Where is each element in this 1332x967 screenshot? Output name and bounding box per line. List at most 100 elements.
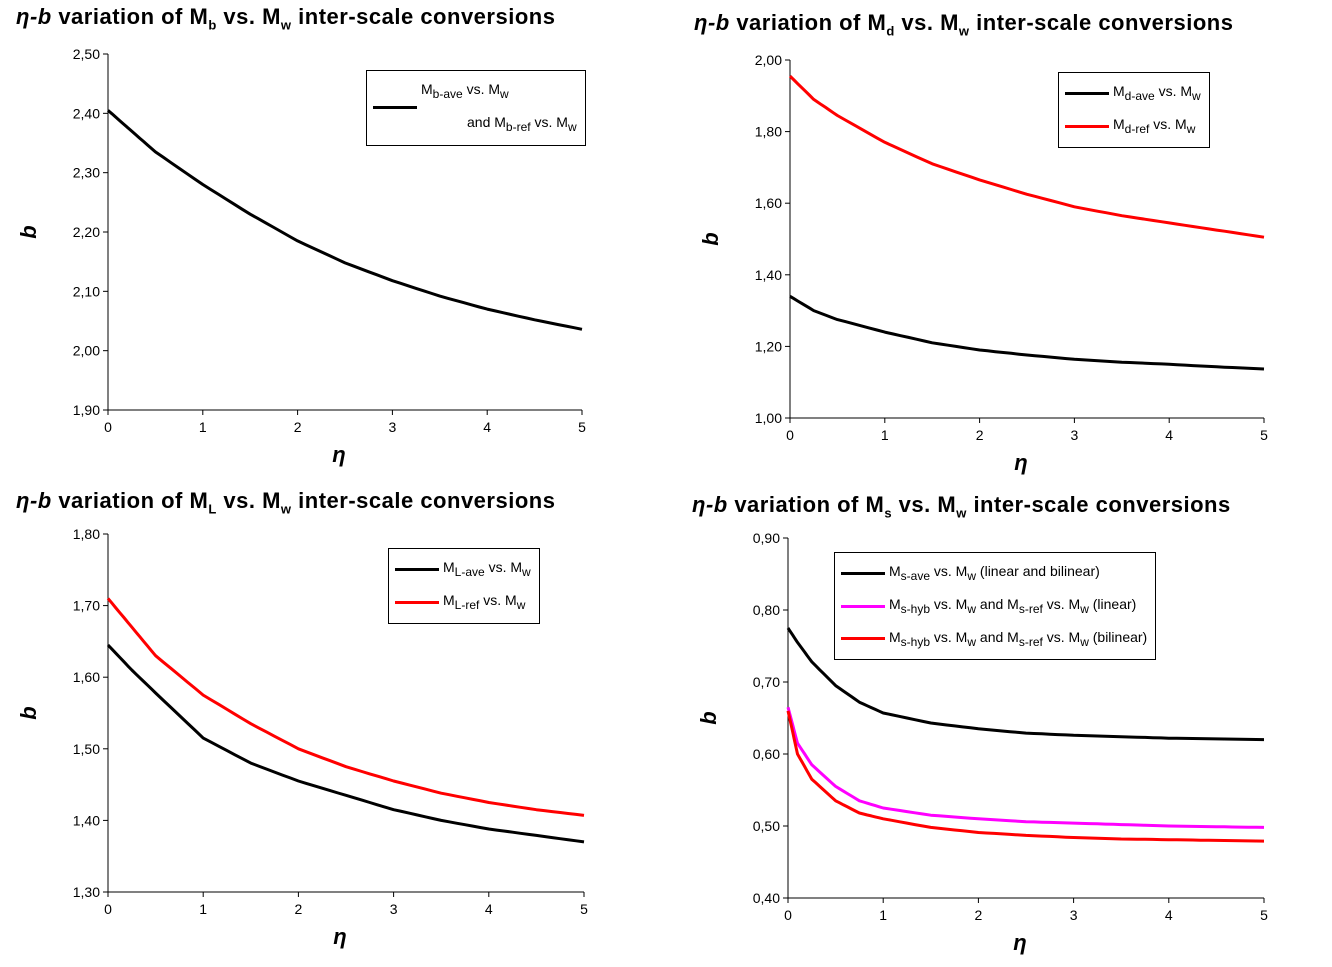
series-line-2 xyxy=(786,706,1265,829)
series-line-1 xyxy=(106,643,585,844)
legend-sub: d-ref xyxy=(1124,121,1150,136)
legend-item: Ms-ave vs. Mw (linear and bilinear) xyxy=(841,557,1147,590)
legend-text: and M xyxy=(976,595,1019,612)
title-mid: variation of M xyxy=(51,488,209,513)
x-tick-label: 0 xyxy=(786,427,794,443)
legend-text: M xyxy=(443,559,455,575)
series-line-3 xyxy=(786,710,1265,843)
x-tick-label: 0 xyxy=(784,907,792,923)
legend-text: vs. M xyxy=(1154,83,1193,99)
x-tick-label: 3 xyxy=(389,419,397,435)
x-tick-label: 1 xyxy=(199,901,207,917)
x-tick-label: 3 xyxy=(1070,907,1078,923)
legend-sub: w xyxy=(567,119,577,134)
title-post: vs. M xyxy=(216,488,281,513)
chart-legend: Mb-ave vs. Mw and Mb-ref vs. Mw xyxy=(366,70,586,146)
title-sub: L xyxy=(208,501,217,517)
y-tick-label: 2,00 xyxy=(755,52,782,68)
panel-mb: η-b variation of Mb vs. Mw inter-scale c… xyxy=(0,0,666,480)
title-mid: variation of M xyxy=(729,10,887,35)
legend-label: Ms-hyb vs. Mw and Ms-ref vs. Mw (linear) xyxy=(889,590,1136,623)
series-line-2 xyxy=(106,597,585,817)
legend-sub: d-ave xyxy=(1124,88,1155,103)
legend-item: Mb-ave vs. Mw and Mb-ref vs. Mw xyxy=(373,75,577,141)
y-tick-label: 1,20 xyxy=(755,338,782,354)
x-axis-label: η xyxy=(332,442,345,467)
legend-swatch xyxy=(395,600,439,604)
y-axis-label: b xyxy=(696,711,721,724)
chart-plot: 0,40 0,50 0,60 0,70 0,80 0,90 0 1 2 3 4 5 η b xyxy=(696,530,1268,955)
legend-line: Md-ref vs. Mw xyxy=(1113,110,1195,143)
legend-sub: b-ave xyxy=(432,86,463,101)
panel-ml: η-b variation of ML vs. Mw inter-scale c… xyxy=(0,480,666,967)
legend-text: M xyxy=(889,595,901,612)
legend-label: Md-ref vs. Mw xyxy=(1113,110,1195,143)
series-line-1 xyxy=(107,109,583,331)
legend-text: vs. M xyxy=(1149,115,1187,132)
chart-legend: ML-ave vs. Mw ML-ref vs. Mw xyxy=(388,548,540,624)
x-tick-label: 4 xyxy=(483,419,491,435)
chart-title: η-b variation of Ms vs. Mw inter-scale c… xyxy=(692,492,1231,520)
legend-line: Ms-hyb vs. Mw and Ms-ref vs. Mw (linear) xyxy=(889,590,1136,623)
y-tick-label: 1,50 xyxy=(73,741,100,757)
legend-sub: w xyxy=(1080,601,1089,616)
legend-sub: s-ave xyxy=(900,568,931,583)
y-tick-label: 1,90 xyxy=(73,402,100,418)
legend-swatch xyxy=(1065,124,1109,128)
x-tick-label: 5 xyxy=(578,419,586,435)
legend-text: vs. M xyxy=(1042,595,1081,612)
y-tick-label: 1,60 xyxy=(73,669,100,685)
title-mid: variation of M xyxy=(51,4,209,29)
chart-legend: Md-ave vs. Mw Md-ref vs. Mw xyxy=(1058,72,1210,148)
y-tick-label: 0,50 xyxy=(753,818,780,834)
y-tick-label: 0,60 xyxy=(753,746,780,762)
legend-swatch xyxy=(841,571,885,575)
x-tick-label: 0 xyxy=(104,419,112,435)
x-tick-label: 3 xyxy=(390,901,398,917)
legend-text: vs. M xyxy=(1042,628,1081,645)
legend-sub: L-ave xyxy=(454,564,485,579)
x-axis-label: η xyxy=(333,924,346,949)
chart-title: η-b variation of ML vs. Mw inter-scale c… xyxy=(16,488,555,516)
y-axis-label: b xyxy=(16,706,41,719)
title-sub2: w xyxy=(956,505,967,521)
x-tick-label: 0 xyxy=(104,901,112,917)
legend-item: Ms-hyb vs. Mw and Ms-ref vs. Mw (bilinea… xyxy=(841,623,1147,656)
x-tick-label: 1 xyxy=(199,419,207,435)
y-tick-label: 2,30 xyxy=(73,165,100,181)
legend-text: and M xyxy=(976,628,1019,645)
legend-item: Md-ave vs. Mw xyxy=(1065,77,1201,110)
legend-label: Ms-ave vs. Mw (linear and bilinear) xyxy=(889,557,1100,590)
chart-title: η-b variation of Md vs. Mw inter-scale c… xyxy=(694,10,1233,38)
x-tick-label: 4 xyxy=(1165,427,1173,443)
legend-item: Ms-hyb vs. Mw and Ms-ref vs. Mw (linear) xyxy=(841,590,1147,623)
x-tick-label: 2 xyxy=(976,427,984,443)
y-tick-label: 0,80 xyxy=(753,602,780,618)
legend-sub: w xyxy=(522,564,531,579)
y-tick-label: 1,80 xyxy=(73,526,100,542)
title-tail: inter-scale conversions xyxy=(969,10,1234,35)
legend-text: M xyxy=(889,563,901,579)
panel-ms: η-b variation of Ms vs. Mw inter-scale c… xyxy=(666,480,1332,967)
title-prefix: η-b xyxy=(16,488,52,513)
y-axis-label: b xyxy=(16,225,41,238)
x-tick-label: 5 xyxy=(1260,427,1268,443)
legend-line: Ms-hyb vs. Mw and Ms-ref vs. Mw (bilinea… xyxy=(889,623,1147,656)
legend-item: Md-ref vs. Mw xyxy=(1065,110,1201,143)
legend-item: ML-ref vs. Mw xyxy=(395,586,531,619)
legend-text: vs. M xyxy=(930,595,968,612)
legend-line: and Mb-ref vs. Mw xyxy=(421,108,577,141)
legend-line: Mb-ave vs. Mw xyxy=(421,75,577,108)
y-tick-label: 1,00 xyxy=(755,410,782,426)
legend-text: vs. M xyxy=(530,113,568,130)
legend-sub: w xyxy=(500,86,509,101)
legend-sub: w xyxy=(1192,88,1201,103)
title-tail: inter-scale conversions xyxy=(291,4,556,29)
y-tick-label: 2,50 xyxy=(73,46,100,62)
x-tick-label: 2 xyxy=(294,419,302,435)
y-tick-label: 1,40 xyxy=(755,267,782,283)
x-tick-label: 2 xyxy=(975,907,983,923)
legend-text: M xyxy=(1113,83,1125,99)
title-tail: inter-scale conversions xyxy=(966,492,1231,517)
chart-legend: Ms-ave vs. Mw (linear and bilinear) Ms-hy… xyxy=(834,552,1157,661)
